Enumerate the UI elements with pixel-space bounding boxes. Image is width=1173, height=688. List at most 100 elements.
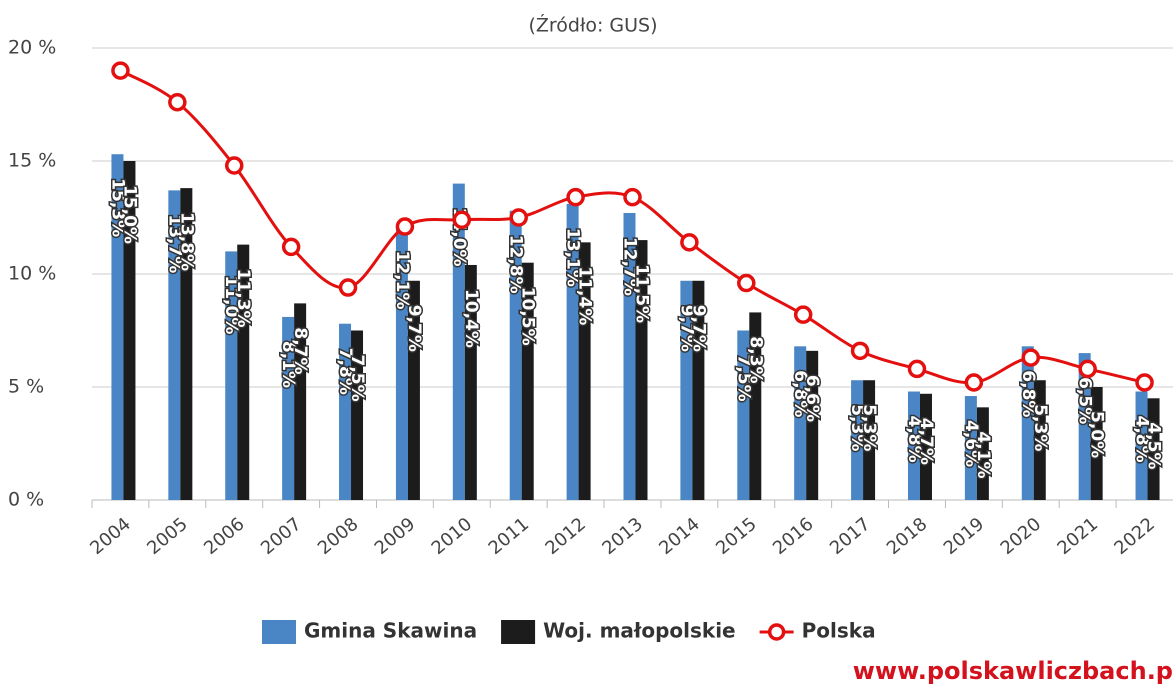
bar bbox=[237, 244, 250, 500]
value-label: 6,5% bbox=[1075, 377, 1095, 424]
value-label: 9,7% bbox=[688, 305, 708, 352]
x-tick-label: 2019 bbox=[940, 514, 989, 560]
bar bbox=[294, 303, 307, 500]
x-tick-label: 2010 bbox=[428, 514, 477, 560]
value-label: 7,5% bbox=[733, 355, 753, 402]
line-marker bbox=[1135, 373, 1154, 392]
x-tick-label: 2022 bbox=[1110, 514, 1159, 560]
x-tick-label: 2004 bbox=[86, 514, 135, 560]
legend-label: Woj. małopolskie bbox=[543, 619, 736, 643]
value-label: 4,6% bbox=[961, 420, 981, 467]
legend-label: Polska bbox=[802, 619, 876, 643]
bar bbox=[407, 280, 420, 500]
value-label: 11,0% bbox=[221, 275, 241, 334]
value-label: 6,8% bbox=[1018, 370, 1038, 417]
value-label: 11,3% bbox=[233, 269, 253, 328]
bar bbox=[225, 251, 238, 500]
line-marker bbox=[395, 217, 415, 236]
bar bbox=[919, 393, 932, 500]
bar bbox=[111, 154, 124, 500]
x-tick-label: 2016 bbox=[769, 514, 818, 560]
value-label: 8,1% bbox=[278, 341, 298, 388]
x-tick-label: 2007 bbox=[257, 514, 306, 560]
bar bbox=[566, 203, 579, 500]
line-marker bbox=[224, 156, 244, 175]
x-tick-label: 2012 bbox=[541, 514, 590, 560]
bar bbox=[1147, 398, 1160, 500]
line-marker bbox=[452, 210, 472, 230]
bar bbox=[282, 316, 295, 500]
value-label: 15,3% bbox=[107, 178, 127, 237]
value-label: 13,7% bbox=[164, 214, 184, 273]
bar bbox=[623, 212, 636, 501]
value-label: 9,7% bbox=[404, 305, 424, 352]
x-tick-label: 2020 bbox=[997, 514, 1046, 560]
line-marker bbox=[338, 278, 358, 297]
bar bbox=[395, 226, 408, 501]
bar bbox=[863, 380, 876, 500]
bar bbox=[737, 330, 750, 500]
line-marker bbox=[964, 373, 984, 392]
value-label: 10,4% bbox=[461, 289, 481, 348]
value-label: 4,8% bbox=[1132, 416, 1152, 463]
bar bbox=[1090, 387, 1103, 500]
line-marker bbox=[281, 237, 301, 257]
bar bbox=[168, 190, 181, 500]
value-label: 4,5% bbox=[1144, 422, 1164, 469]
bar bbox=[1021, 346, 1034, 500]
x-tick-label: 2009 bbox=[371, 514, 420, 560]
line-marker bbox=[850, 341, 870, 361]
chart-title: (Źródło: GUS) bbox=[528, 14, 657, 37]
bar bbox=[680, 280, 693, 500]
value-label: 12,8% bbox=[506, 235, 526, 294]
bar bbox=[794, 346, 807, 500]
bar bbox=[578, 242, 591, 501]
line-marker bbox=[737, 273, 756, 293]
line-marker bbox=[793, 305, 813, 324]
value-label: 12,7% bbox=[620, 237, 640, 296]
y-tick-label: 10 % bbox=[8, 263, 56, 285]
x-tick-label: 2017 bbox=[826, 514, 875, 560]
legend-marker bbox=[767, 623, 786, 641]
bar bbox=[907, 391, 920, 500]
bar bbox=[123, 161, 136, 500]
value-label: 5,3% bbox=[1030, 404, 1050, 451]
line-marker bbox=[1021, 348, 1041, 367]
line-marker bbox=[566, 187, 585, 207]
bar bbox=[464, 264, 477, 500]
bar bbox=[339, 323, 352, 500]
value-label: 11,5% bbox=[632, 264, 652, 323]
value-label: 11,4% bbox=[575, 266, 595, 325]
bar bbox=[180, 188, 193, 500]
bar bbox=[1078, 353, 1091, 500]
line-marker bbox=[509, 208, 528, 227]
y-tick-label: 5 % bbox=[8, 376, 44, 398]
bar bbox=[964, 396, 977, 500]
value-label: 8,3% bbox=[745, 336, 765, 383]
bar bbox=[851, 380, 864, 500]
y-tick-label: 20 % bbox=[8, 37, 56, 59]
x-tick-label: 2008 bbox=[314, 514, 363, 560]
x-tick-label: 2006 bbox=[200, 514, 249, 560]
value-label: 5,3% bbox=[859, 404, 879, 451]
value-label: 4,8% bbox=[904, 416, 924, 463]
legend-swatch bbox=[262, 620, 296, 644]
line-marker bbox=[623, 187, 642, 207]
bar bbox=[806, 350, 819, 500]
legend-label: Gmina Skawina bbox=[304, 619, 477, 643]
bar bbox=[351, 330, 364, 500]
bar bbox=[976, 407, 989, 500]
y-tick-label: 0 % bbox=[8, 489, 44, 511]
bar bbox=[1033, 380, 1046, 500]
line-marker bbox=[680, 233, 699, 252]
x-tick-label: 2018 bbox=[883, 514, 932, 560]
bar bbox=[1135, 391, 1148, 500]
legend-swatch bbox=[501, 620, 536, 644]
bar bbox=[692, 280, 705, 500]
bar bbox=[635, 240, 648, 500]
watermark: www.polskawliczbach.p bbox=[853, 657, 1173, 685]
value-label: 15,0% bbox=[119, 185, 139, 244]
value-label: 13,8% bbox=[176, 212, 196, 271]
line-marker bbox=[1078, 359, 1097, 379]
x-tick-label: 2014 bbox=[655, 514, 704, 560]
